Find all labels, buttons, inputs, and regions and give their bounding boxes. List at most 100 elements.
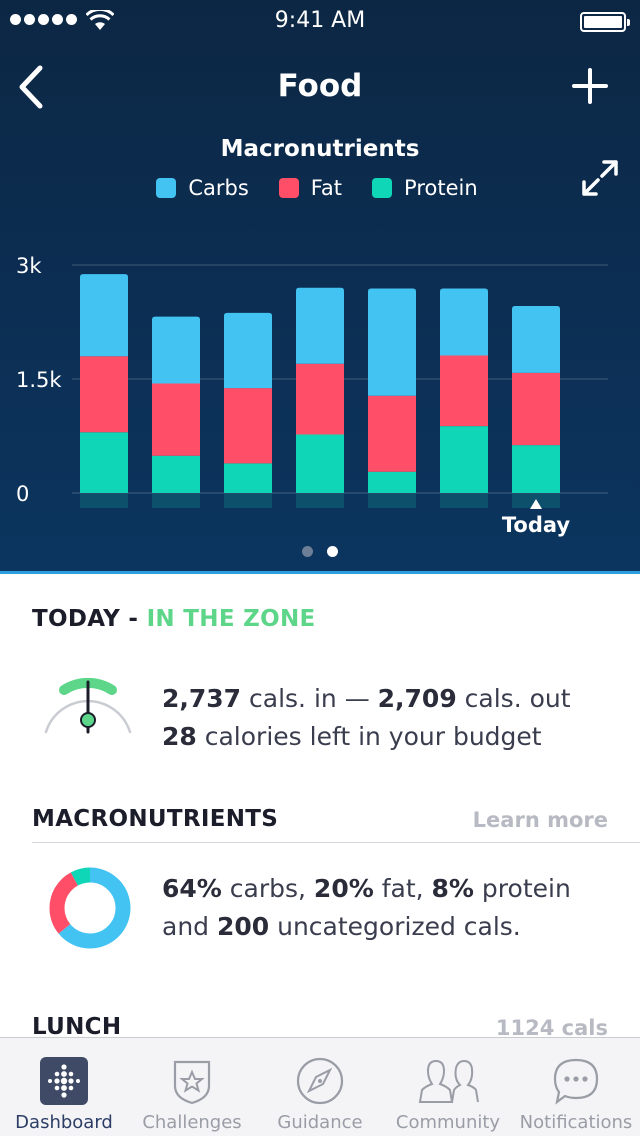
calorie-zone-gauge-icon (44, 677, 132, 734)
community-people-icon (418, 1059, 479, 1103)
protein-label: protein (473, 874, 571, 903)
tab-label-dashboard: Dashboard (15, 1112, 113, 1133)
macros-summary: 64% carbs, 20% fat, 8% protein and 200 u… (162, 870, 571, 946)
donut-segment-fat (49, 867, 131, 949)
macronutrients-section-title: MACRONUTRIENTS (32, 806, 279, 832)
bar-segment-fat[interactable] (80, 356, 128, 433)
status-time: 9:41 AM (274, 8, 366, 33)
calories-left-line: 28 calories left in your budget (162, 718, 571, 756)
fat-pct: 20% (313, 874, 374, 903)
status-bar: 9:41 AM (0, 0, 640, 40)
zone-status: IN THE ZONE (146, 606, 316, 632)
legend-label-fat: Fat (310, 176, 343, 200)
y-tick-label: 0 (16, 482, 29, 506)
bar-segment-carbs[interactable] (80, 274, 128, 357)
x-tick-label: Today (502, 513, 571, 537)
header-bottom-line (0, 571, 640, 574)
expand-fullscreen-icon[interactable] (580, 158, 620, 198)
page-dot-1[interactable] (302, 546, 313, 557)
section-divider (32, 842, 640, 843)
bar-reflection (152, 494, 200, 508)
chat-bubble-icon (553, 1058, 599, 1105)
bar-segment-fat[interactable] (368, 395, 416, 472)
bar-segment-carbs[interactable] (152, 316, 200, 384)
page-indicator[interactable] (0, 546, 640, 557)
legend-item-carbs: Carbs (156, 176, 249, 200)
bar-segment-carbs[interactable] (296, 287, 344, 364)
dashboard-icon (40, 1057, 88, 1105)
bar-reflection (80, 494, 128, 508)
cals-in-label: cals. in — (241, 684, 378, 713)
donut-segment-protein (49, 867, 131, 949)
protein-pct: 8% (431, 874, 474, 903)
macronutrients-donut-chart (49, 867, 131, 949)
lunch-calories: 1124 cals (495, 1016, 608, 1040)
legend-item-fat: Fat (278, 176, 343, 200)
uncat-label: uncategorized cals. (269, 912, 521, 941)
tab-label-notifications: Notifications (519, 1112, 633, 1133)
bar-segment-protein[interactable] (296, 434, 344, 493)
challenges-badge-icon (173, 1060, 211, 1105)
page-title: Food (277, 68, 363, 104)
cals-out-label: cals. out (456, 684, 571, 713)
cals-in-value: 2,737 (162, 684, 242, 713)
uncat-value: 200 (216, 912, 270, 941)
bar-reflection (224, 494, 272, 508)
back-chevron-icon[interactable] (12, 62, 52, 112)
bar-reflection (368, 494, 416, 508)
bar-segment-fat[interactable] (440, 355, 488, 427)
legend-label-carbs: Carbs (188, 176, 249, 200)
fat-label: fat, (373, 874, 432, 903)
y-tick-label: 1.5k (16, 368, 62, 392)
and-label: and (162, 912, 217, 941)
compass-icon (296, 1057, 344, 1105)
legend-swatch-protein (372, 178, 393, 198)
bar-segment-carbs[interactable] (512, 306, 560, 373)
bottom-tab-bar: Dashboard Challenges Guidance Community … (0, 1037, 640, 1136)
bar-segment-protein[interactable] (152, 455, 200, 493)
bar-segment-protein[interactable] (440, 426, 488, 493)
cals-out-value: 2,709 (377, 684, 457, 713)
bar-segment-carbs[interactable] (440, 288, 488, 356)
uncategorized-line: and 200 uncategorized cals. (162, 908, 571, 946)
today-marker-icon (530, 499, 542, 509)
bar-reflection (296, 494, 344, 508)
cals-left-value: 28 (162, 722, 197, 751)
bar-reflection (440, 494, 488, 508)
legend-swatch-carbs (156, 178, 177, 198)
bar-segment-protein[interactable] (512, 445, 560, 493)
learn-more-link[interactable]: Learn more (472, 808, 608, 832)
battery-icon (580, 12, 630, 32)
carbs-pct: 64% (162, 874, 222, 903)
tab-label-challenges: Challenges (142, 1112, 242, 1133)
lunch-section-title: LUNCH (32, 1014, 122, 1040)
tab-dashboard[interactable]: Dashboard (0, 1038, 128, 1136)
page-dot-2[interactable] (327, 546, 338, 557)
tab-community[interactable]: Community (384, 1038, 512, 1136)
add-plus-icon[interactable] (570, 66, 610, 106)
tab-guidance[interactable]: Guidance (256, 1038, 384, 1136)
tab-label-guidance: Guidance (277, 1112, 363, 1133)
carbs-label: carbs, (221, 874, 314, 903)
tab-challenges[interactable]: Challenges (128, 1038, 256, 1136)
bar-segment-fat[interactable] (224, 388, 272, 464)
bar-segment-fat[interactable] (512, 372, 560, 446)
bar-segment-protein[interactable] (80, 432, 128, 493)
bar-segment-protein[interactable] (224, 463, 272, 493)
chart-title: Macronutrients (220, 136, 420, 162)
signal-strength-icon (10, 14, 77, 25)
bar-segment-fat[interactable] (296, 363, 344, 435)
macros-percent-line: 64% carbs, 20% fat, 8% protein (162, 870, 571, 908)
bar-segment-fat[interactable] (152, 383, 200, 456)
bar-segment-carbs[interactable] (224, 312, 272, 389)
bar-segment-carbs[interactable] (368, 288, 416, 396)
bar-segment-protein[interactable] (368, 471, 416, 493)
macronutrients-bar-chart[interactable]: 0 1.5k 3k Today (0, 240, 640, 540)
tab-label-community: Community (395, 1112, 501, 1133)
calorie-summary: 2,737 cals. in — 2,709 cals. out 28 calo… (162, 680, 571, 756)
cals-left-label: calories left in your budget (196, 722, 542, 751)
today-title: TODAY (32, 606, 121, 632)
tab-notifications[interactable]: Notifications (512, 1038, 640, 1136)
wifi-icon (86, 10, 114, 30)
legend-label-protein: Protein (404, 176, 478, 200)
